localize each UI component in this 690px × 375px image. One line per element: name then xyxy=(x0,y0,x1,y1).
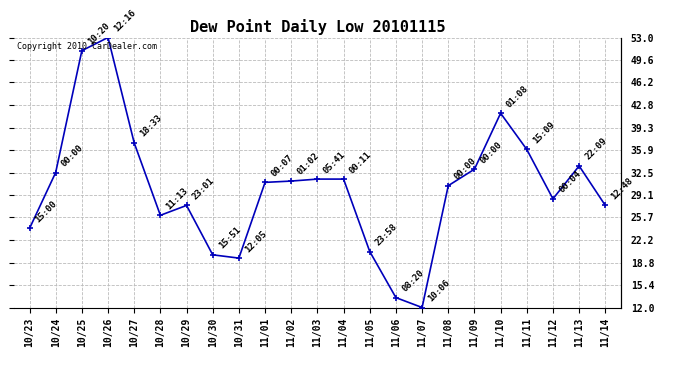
Text: 12:16: 12:16 xyxy=(112,8,137,33)
Text: 22:09: 22:09 xyxy=(583,136,609,162)
Text: 23:01: 23:01 xyxy=(190,176,216,201)
Text: 10:06: 10:06 xyxy=(426,278,452,303)
Text: 15:09: 15:09 xyxy=(531,120,556,145)
Text: 01:08: 01:08 xyxy=(505,84,530,109)
Text: 00:04: 00:04 xyxy=(557,169,582,195)
Text: 15:51: 15:51 xyxy=(217,225,242,251)
Text: 00:07: 00:07 xyxy=(269,153,295,178)
Text: 00:00: 00:00 xyxy=(479,140,504,165)
Text: 00:00: 00:00 xyxy=(60,143,85,168)
Text: 10:20: 10:20 xyxy=(86,21,111,46)
Text: 00:11: 00:11 xyxy=(348,150,373,175)
Text: 12:48: 12:48 xyxy=(609,176,635,201)
Text: 12:05: 12:05 xyxy=(243,229,268,254)
Text: Copyright 2010 CarDealer.com: Copyright 2010 CarDealer.com xyxy=(17,42,157,51)
Text: 00:00: 00:00 xyxy=(453,156,477,182)
Title: Dew Point Daily Low 20101115: Dew Point Daily Low 20101115 xyxy=(190,19,445,35)
Text: 01:02: 01:02 xyxy=(295,152,321,177)
Text: 05:41: 05:41 xyxy=(322,150,347,175)
Text: 23:58: 23:58 xyxy=(374,222,400,248)
Text: 08:20: 08:20 xyxy=(400,268,426,294)
Text: 11:13: 11:13 xyxy=(164,186,190,211)
Text: 18:33: 18:33 xyxy=(139,113,164,139)
Text: 15:00: 15:00 xyxy=(34,199,59,224)
